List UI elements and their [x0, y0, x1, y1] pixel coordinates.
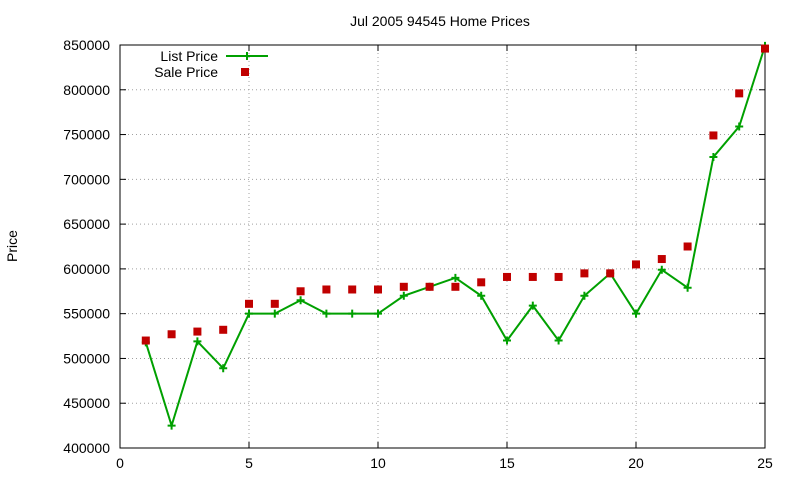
- axis-ticks: 0 5 10 15 20 25 400000 450000 500000 550000 600000…: [63, 37, 773, 471]
- data-point: [683, 283, 692, 292]
- series-1: [141, 44, 769, 345]
- data-point: [606, 269, 615, 278]
- data-point: [425, 282, 434, 291]
- data-point: [451, 282, 460, 291]
- y-tick-label: 700000: [63, 171, 110, 187]
- legend-marker: [241, 68, 249, 76]
- x-tick-label: 0: [116, 455, 124, 471]
- data-point: [219, 364, 228, 373]
- data-point: [296, 287, 305, 296]
- data-point: [528, 272, 537, 281]
- data-point: [219, 325, 228, 334]
- data-point: [580, 269, 589, 278]
- data-point: [399, 291, 408, 300]
- data-point: [167, 421, 176, 430]
- data-point: [683, 242, 692, 251]
- legend-marker: [243, 52, 251, 60]
- y-tick-label: 500000: [63, 350, 110, 366]
- data-point: [477, 278, 486, 287]
- chart-title: Jul 2005 94545 Home Prices: [350, 13, 530, 29]
- data-point: [503, 336, 511, 345]
- data-point: [348, 285, 357, 294]
- data-point: [580, 291, 589, 300]
- y-tick-label: 650000: [63, 216, 110, 232]
- x-tick-label: 15: [499, 455, 515, 471]
- x-tick-label: 10: [370, 455, 386, 471]
- y-tick-label: 850000: [63, 37, 110, 53]
- plot-frame: [119, 44, 766, 449]
- data-point: [451, 273, 460, 282]
- data-point: [296, 296, 305, 305]
- data-point: [477, 291, 486, 300]
- data-point: [374, 309, 382, 318]
- data-point: [709, 131, 718, 140]
- data-point: [193, 327, 202, 336]
- data-point: [735, 122, 744, 131]
- data-point: [657, 265, 666, 274]
- data-point: [554, 336, 563, 345]
- data-point: [735, 89, 744, 98]
- grid-lines: [120, 45, 765, 448]
- data-point: [709, 152, 718, 161]
- y-tick-label: 600000: [63, 261, 110, 277]
- data-point: [270, 309, 279, 318]
- data-point: [632, 309, 640, 318]
- data-point: [374, 285, 382, 294]
- data-point: [554, 272, 563, 281]
- data-point: [657, 255, 666, 264]
- x-tick-label: 25: [757, 455, 773, 471]
- data-point: [528, 301, 537, 310]
- data-point: [399, 282, 408, 291]
- series-0: [141, 41, 769, 430]
- data-point: [167, 330, 176, 339]
- y-tick-label: 450000: [63, 395, 110, 411]
- data-point: [270, 299, 279, 308]
- data-point: [322, 285, 331, 294]
- data-point: [761, 44, 769, 53]
- data-point: [245, 309, 253, 318]
- data-point: [193, 337, 202, 346]
- data-point: [141, 336, 150, 345]
- x-tick-label: 5: [245, 455, 253, 471]
- data-point: [503, 272, 511, 281]
- legend-label: List Price: [160, 48, 218, 64]
- y-tick-label: 550000: [63, 306, 110, 322]
- series-line: [144, 45, 766, 430]
- x-tick-label: 20: [628, 455, 644, 471]
- y-axis-label: Price: [4, 230, 20, 262]
- data-point: [322, 309, 331, 318]
- data-point: [632, 260, 640, 269]
- legend-label: Sale Price: [154, 64, 218, 80]
- data-point: [348, 309, 357, 318]
- y-tick-label: 800000: [63, 82, 110, 98]
- y-tick-label: 750000: [63, 127, 110, 143]
- data-point: [245, 299, 253, 308]
- y-tick-label: 400000: [63, 440, 110, 456]
